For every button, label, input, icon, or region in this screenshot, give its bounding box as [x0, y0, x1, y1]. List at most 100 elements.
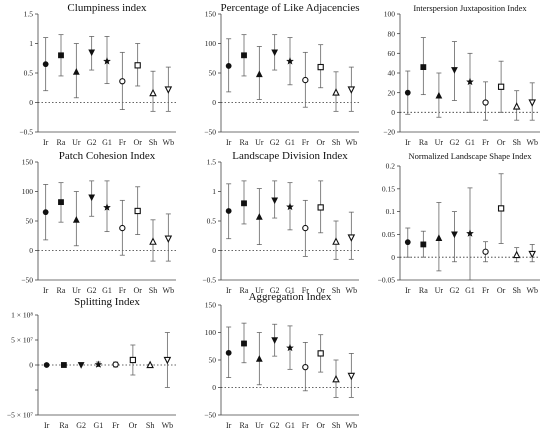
mean-marker [332, 237, 340, 245]
x-tick-label: Fr [119, 286, 126, 295]
chart-panel: Aggregation Index −50 0 50 100 150 Ir Ra Ur G2 G1 F… [204, 291, 359, 430]
x-tick-label: Ur [255, 286, 264, 295]
y-tick-label: 150 [205, 301, 217, 310]
mean-marker [119, 224, 126, 232]
mean-marker [112, 361, 119, 368]
mean-marker [72, 216, 80, 223]
x-tick-label: Ra [57, 286, 66, 295]
x-tick-label: Sh [149, 138, 157, 147]
mean-marker [347, 372, 356, 381]
x-tick-label: Wb [346, 286, 358, 295]
mean-marker [451, 67, 458, 74]
x-tick-label: G1 [465, 286, 475, 295]
mean-marker [528, 99, 537, 107]
y-tick-label: 0.5 [24, 69, 34, 78]
mean-marker [420, 64, 427, 70]
x-tick-label: G2 [76, 421, 86, 430]
y-tick-label: 0 [29, 98, 33, 107]
x-tick-label: Wb [162, 421, 174, 430]
mean-marker [255, 70, 263, 78]
mean-marker [302, 224, 309, 232]
mean-marker [163, 356, 172, 365]
chart-title: Landscape Division Index [232, 150, 348, 162]
x-tick-label: Or [497, 286, 506, 295]
mean-marker [134, 207, 141, 215]
mean-marker [497, 83, 505, 90]
chart-title: Aggregation Index [249, 291, 332, 303]
mean-marker [129, 356, 137, 364]
mean-marker [134, 62, 141, 69]
x-tick-label: Wb [346, 421, 358, 430]
x-tick-label: Or [316, 138, 325, 147]
x-tick-label: G2 [450, 138, 460, 147]
y-tick-label: 60 [388, 49, 396, 58]
x-tick-label: Ra [57, 138, 66, 147]
y-tick-label: −0.5 [202, 276, 216, 285]
y-tick-label: 0.5 [207, 217, 217, 226]
x-tick-label: G1 [285, 286, 295, 295]
x-tick-label: Wb [163, 286, 175, 295]
mean-marker [317, 204, 324, 211]
x-tick-label: G2 [87, 138, 97, 147]
mean-marker [164, 86, 173, 94]
mean-marker [482, 99, 489, 106]
y-tick-label: 0 [29, 246, 33, 255]
y-tick-label: 0 [212, 246, 216, 255]
x-tick-label: Sh [512, 138, 520, 147]
x-tick-label: G1 [102, 286, 112, 295]
x-tick-label: G2 [87, 286, 97, 295]
y-tick-label: −50 [204, 411, 216, 420]
y-tick-label: 50 [26, 217, 34, 226]
x-tick-label: Ur [435, 138, 444, 147]
y-tick-label: 0.05 [382, 230, 395, 239]
y-tick-label: −20 [383, 128, 395, 137]
y-tick-label: −50 [21, 276, 33, 285]
y-tick-label: −50 [204, 128, 216, 137]
mean-marker [43, 362, 50, 368]
chart-title: Patch Cohesion Index [59, 150, 156, 162]
y-tick-label: 0 [391, 108, 395, 117]
mean-marker [466, 77, 474, 86]
y-tick-label: 20 [388, 88, 396, 97]
mean-marker [302, 76, 309, 84]
x-tick-label: Wb [346, 138, 358, 147]
x-tick-label: G1 [285, 138, 295, 147]
mean-marker [482, 248, 489, 255]
x-tick-label: G2 [270, 286, 280, 295]
mean-marker [271, 49, 279, 57]
x-tick-label: Sh [512, 286, 520, 295]
y-tick-label: 0.15 [382, 184, 395, 193]
mean-marker [88, 49, 96, 57]
mean-marker [58, 52, 64, 59]
x-tick-label: G2 [270, 421, 280, 430]
chart-title: Interspersion Juxtaposition Index [413, 3, 527, 13]
mean-marker [241, 200, 247, 207]
mean-marker [332, 374, 340, 383]
mean-marker [103, 203, 111, 211]
mean-marker [451, 231, 458, 239]
y-tick-label: 100 [22, 187, 34, 196]
y-tick-label: 0 [29, 361, 33, 370]
x-tick-label: Or [316, 421, 325, 430]
x-tick-label: Fr [119, 138, 126, 147]
x-tick-label: Fr [302, 421, 309, 430]
chart-panel: Splitting Index −5 × 10⁷ 0 5 × 10⁷ 1 × 10⁸ Ir… [7, 296, 176, 430]
mean-marker [302, 363, 309, 371]
mean-marker [497, 205, 505, 212]
y-tick-label: 40 [388, 69, 396, 78]
chart-panel: Normalized Landscape Shape Index −0.05 0 0.… [378, 151, 540, 295]
x-tick-label: Ir [44, 421, 50, 430]
mean-marker [512, 102, 521, 110]
x-tick-label: G1 [285, 421, 295, 430]
mean-marker [528, 250, 537, 259]
mean-marker [332, 88, 340, 96]
mean-marker [119, 78, 126, 85]
mean-marker [347, 234, 356, 242]
x-tick-label: Ra [240, 138, 249, 147]
x-tick-label: Sh [332, 421, 340, 430]
mean-marker [317, 63, 324, 71]
y-tick-label: 1.5 [24, 10, 34, 19]
mean-marker [286, 343, 294, 352]
x-tick-label: G2 [450, 286, 460, 295]
x-tick-label: Wb [163, 138, 175, 147]
